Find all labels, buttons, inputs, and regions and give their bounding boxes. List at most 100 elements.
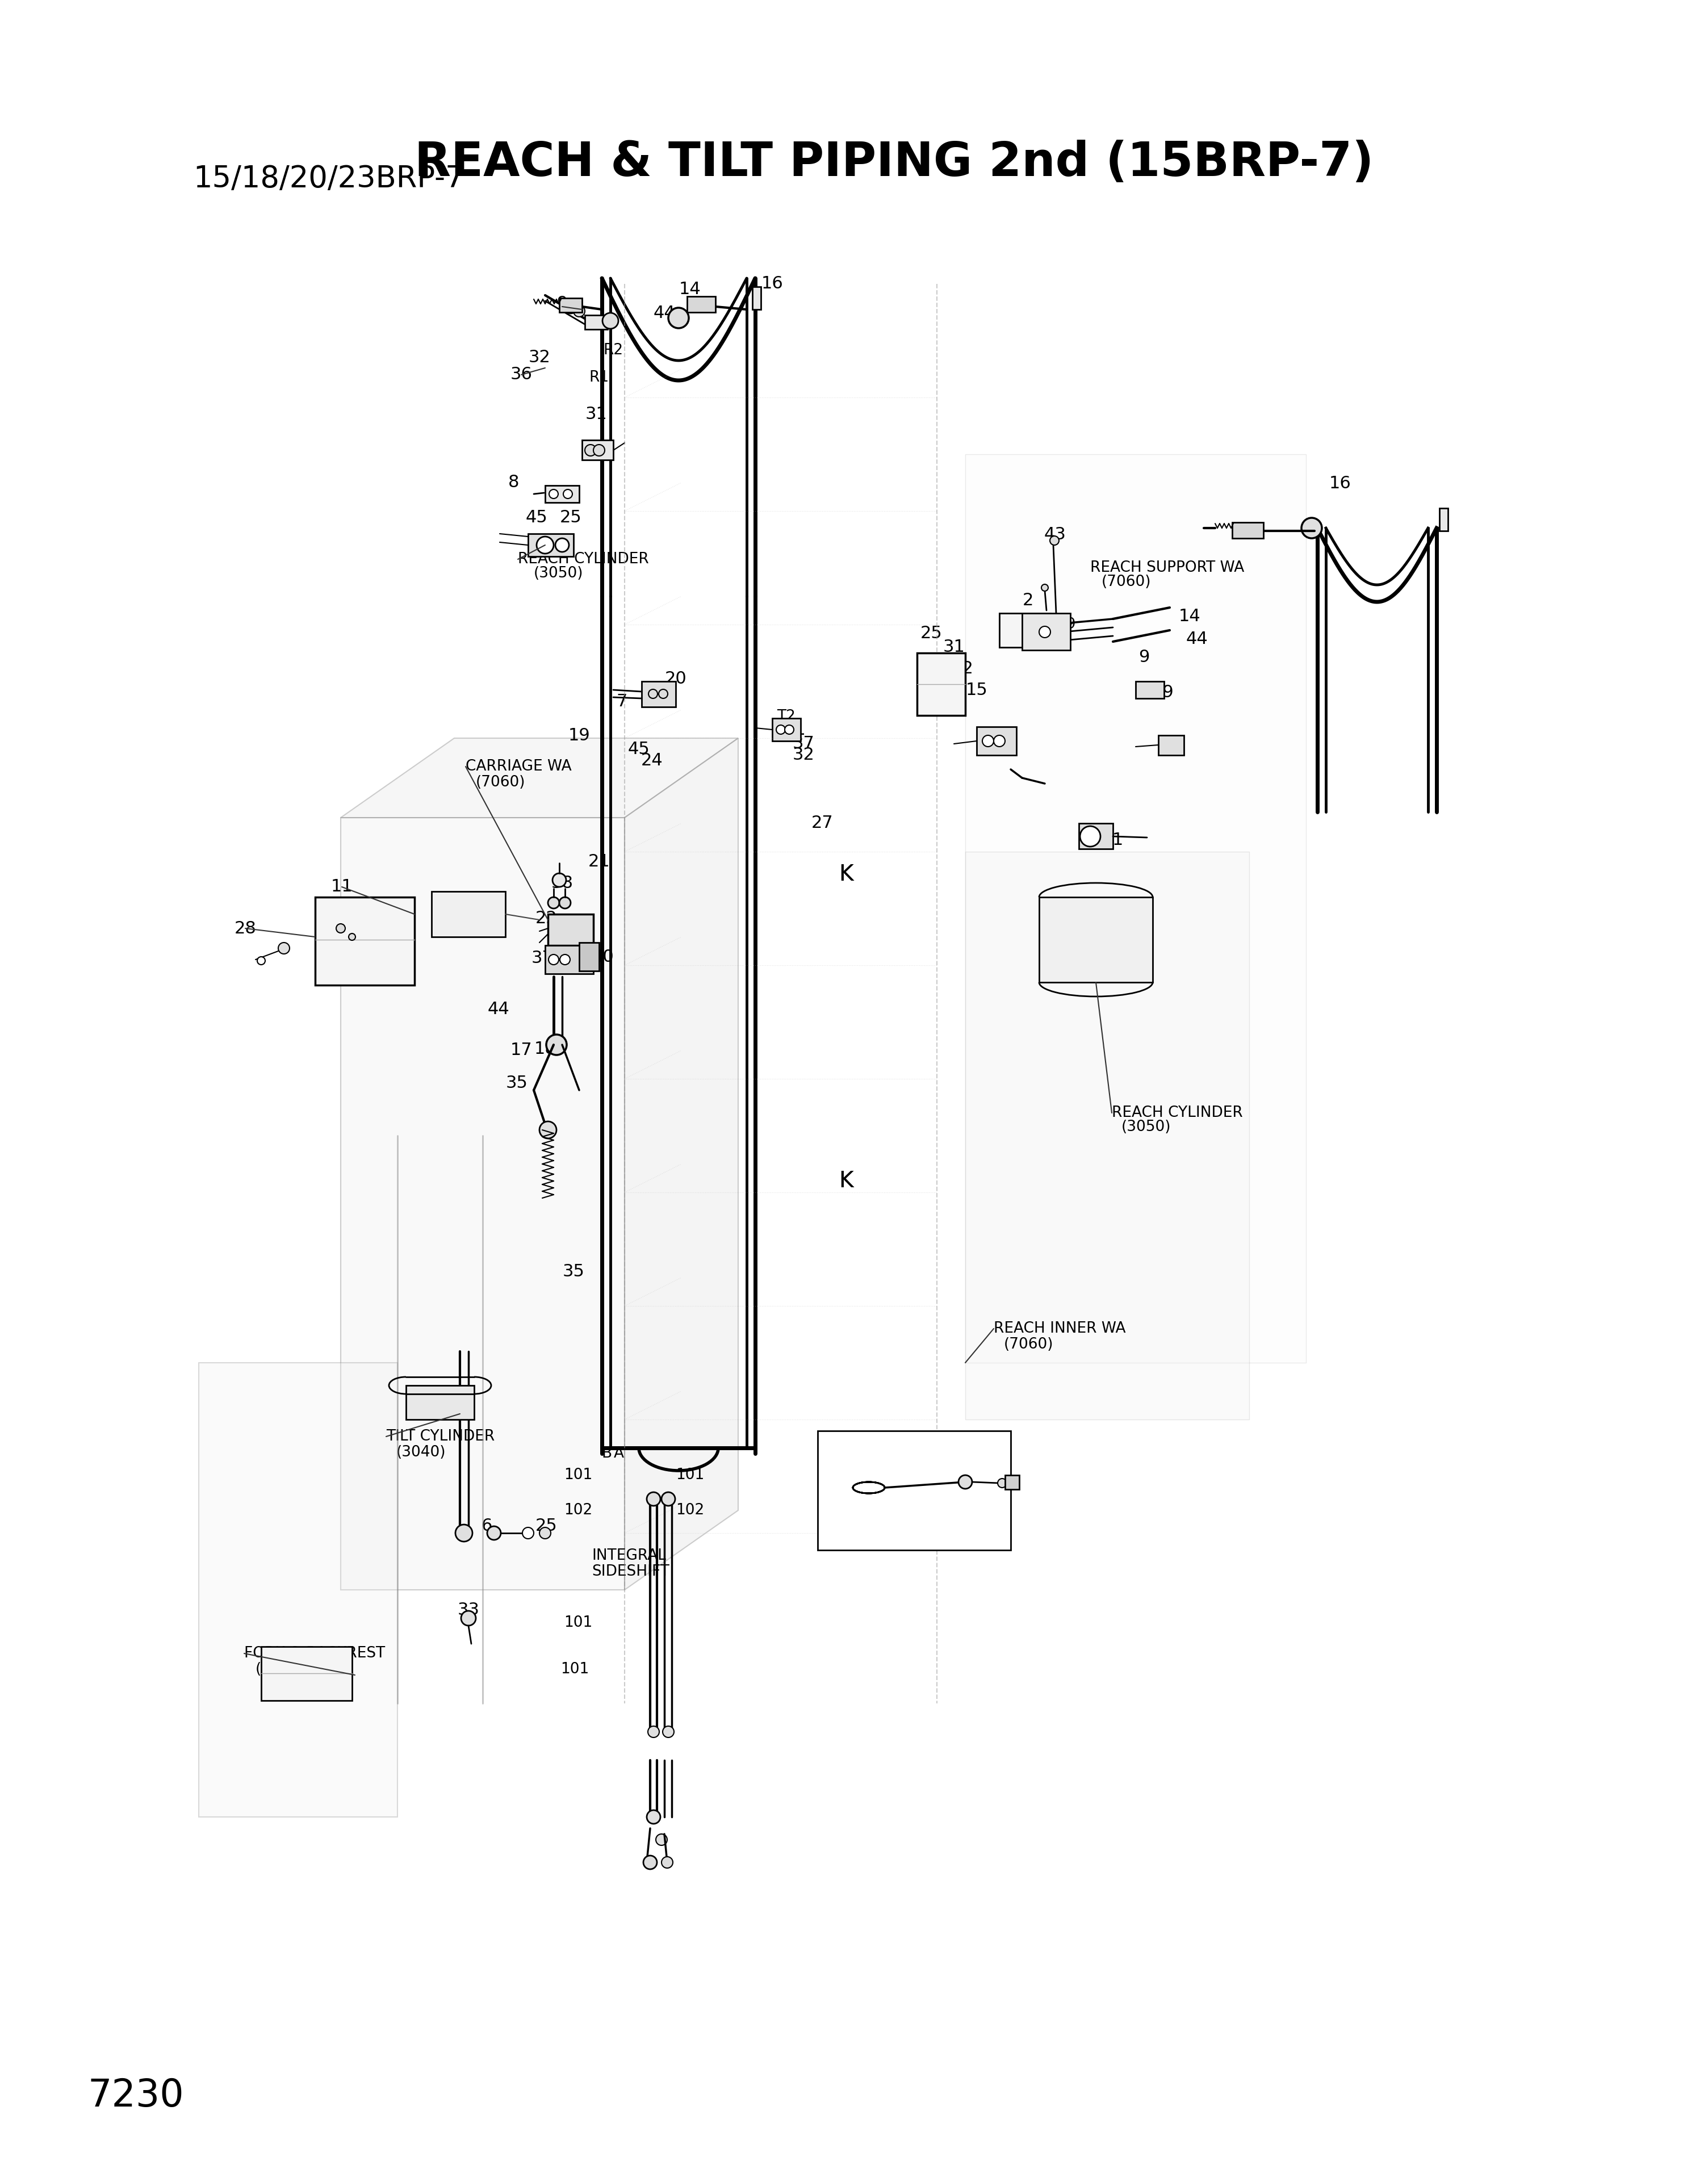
Circle shape [540, 1121, 557, 1139]
Text: 1: 1 [1112, 833, 1122, 848]
Text: B: B [601, 1447, 611, 1462]
Circle shape [656, 1835, 668, 1846]
Circle shape [1079, 826, 1100, 846]
Text: 15/18/20/23BRP-7: 15/18/20/23BRP-7 [193, 165, 465, 193]
Text: K: K [839, 863, 854, 885]
Text: 25: 25 [921, 625, 943, 642]
Text: 24: 24 [640, 753, 663, 770]
Circle shape [548, 954, 559, 965]
Circle shape [1301, 518, 1322, 538]
Text: 9: 9 [557, 295, 567, 312]
Text: INTEGRAL: INTEGRAL [591, 1549, 666, 1564]
Text: 25: 25 [535, 1518, 557, 1533]
Circle shape [336, 924, 345, 933]
Text: 31: 31 [784, 722, 806, 737]
Circle shape [548, 490, 559, 499]
Text: 6: 6 [482, 1518, 492, 1533]
Circle shape [278, 944, 290, 954]
Circle shape [649, 690, 658, 698]
Text: 31: 31 [943, 640, 965, 655]
Text: 18: 18 [535, 1041, 557, 1058]
Circle shape [487, 1527, 500, 1540]
Text: 32: 32 [793, 746, 815, 763]
Circle shape [555, 538, 569, 551]
Circle shape [1042, 583, 1049, 592]
Circle shape [647, 1811, 661, 1824]
Bar [579, 944, 600, 972]
Circle shape [584, 445, 596, 455]
Text: 34: 34 [921, 1466, 943, 1481]
Bar [642, 681, 676, 707]
Text: 35: 35 [506, 1076, 528, 1091]
Text: 36: 36 [511, 367, 533, 384]
Text: 35: 35 [562, 1265, 584, 1280]
Circle shape [552, 874, 565, 887]
Text: 39: 39 [1057, 618, 1076, 631]
Text: A: A [613, 1447, 623, 1462]
Text: 14: 14 [1179, 607, 1201, 625]
Circle shape [523, 1527, 533, 1538]
Text: REACH CYLINDER: REACH CYLINDER [1112, 1106, 1243, 1119]
Bar [752, 286, 760, 310]
Bar [1158, 735, 1184, 755]
Text: 101: 101 [564, 1616, 593, 1631]
Circle shape [540, 1527, 550, 1538]
Text: 31: 31 [586, 406, 608, 423]
Circle shape [564, 490, 572, 499]
Circle shape [1018, 625, 1027, 636]
Text: 42: 42 [1018, 618, 1037, 631]
Circle shape [536, 536, 553, 553]
Bar [999, 614, 1050, 646]
Text: 9: 9 [1139, 649, 1149, 666]
Text: 17: 17 [511, 1041, 533, 1058]
Circle shape [1038, 627, 1050, 638]
Circle shape [258, 957, 265, 965]
Circle shape [564, 299, 577, 315]
Polygon shape [625, 737, 738, 1590]
Text: 29: 29 [1151, 685, 1173, 701]
Text: 11: 11 [331, 878, 354, 896]
Text: (7060): (7060) [1102, 575, 1151, 590]
Bar [1021, 614, 1071, 651]
Text: 25: 25 [560, 510, 582, 527]
Bar [545, 486, 579, 503]
Text: R2: R2 [1020, 629, 1038, 644]
Circle shape [603, 312, 618, 330]
Text: B: B [548, 946, 559, 961]
Bar [432, 891, 506, 937]
Text: 7230: 7230 [89, 2078, 184, 2115]
Circle shape [548, 898, 559, 909]
Bar [548, 913, 593, 946]
Circle shape [659, 690, 668, 698]
Text: (7060): (7060) [1004, 1336, 1054, 1351]
Circle shape [348, 933, 355, 941]
Circle shape [982, 735, 994, 746]
Text: 21: 21 [588, 855, 610, 870]
Text: TILT CYLINDER: TILT CYLINDER [386, 1429, 495, 1445]
Text: 101: 101 [676, 1468, 704, 1484]
Text: CARRIAGE WA: CARRIAGE WA [466, 759, 572, 774]
Circle shape [461, 1612, 477, 1625]
Text: 20: 20 [664, 670, 687, 688]
Text: 15: 15 [965, 681, 987, 698]
Text: REACH CYLINDER: REACH CYLINDER [518, 551, 649, 566]
Polygon shape [198, 1362, 398, 1818]
Text: (3050): (3050) [1122, 1119, 1172, 1134]
Text: K: K [839, 1460, 854, 1481]
Text: REACH SUPPORT WA: REACH SUPPORT WA [1090, 560, 1243, 575]
Circle shape [574, 306, 584, 317]
Bar [1136, 681, 1165, 698]
Bar [917, 653, 965, 716]
Bar [999, 614, 1050, 646]
Polygon shape [965, 852, 1249, 1419]
Text: K: K [839, 1171, 854, 1191]
Text: 36: 36 [933, 659, 955, 675]
Bar [1038, 898, 1153, 983]
Circle shape [663, 1727, 675, 1737]
Text: 32: 32 [528, 349, 550, 367]
Circle shape [644, 1854, 658, 1870]
Text: (3040): (3040) [396, 1445, 446, 1460]
Text: 3: 3 [562, 924, 574, 939]
Text: 32: 32 [951, 662, 974, 677]
Circle shape [1006, 625, 1015, 636]
